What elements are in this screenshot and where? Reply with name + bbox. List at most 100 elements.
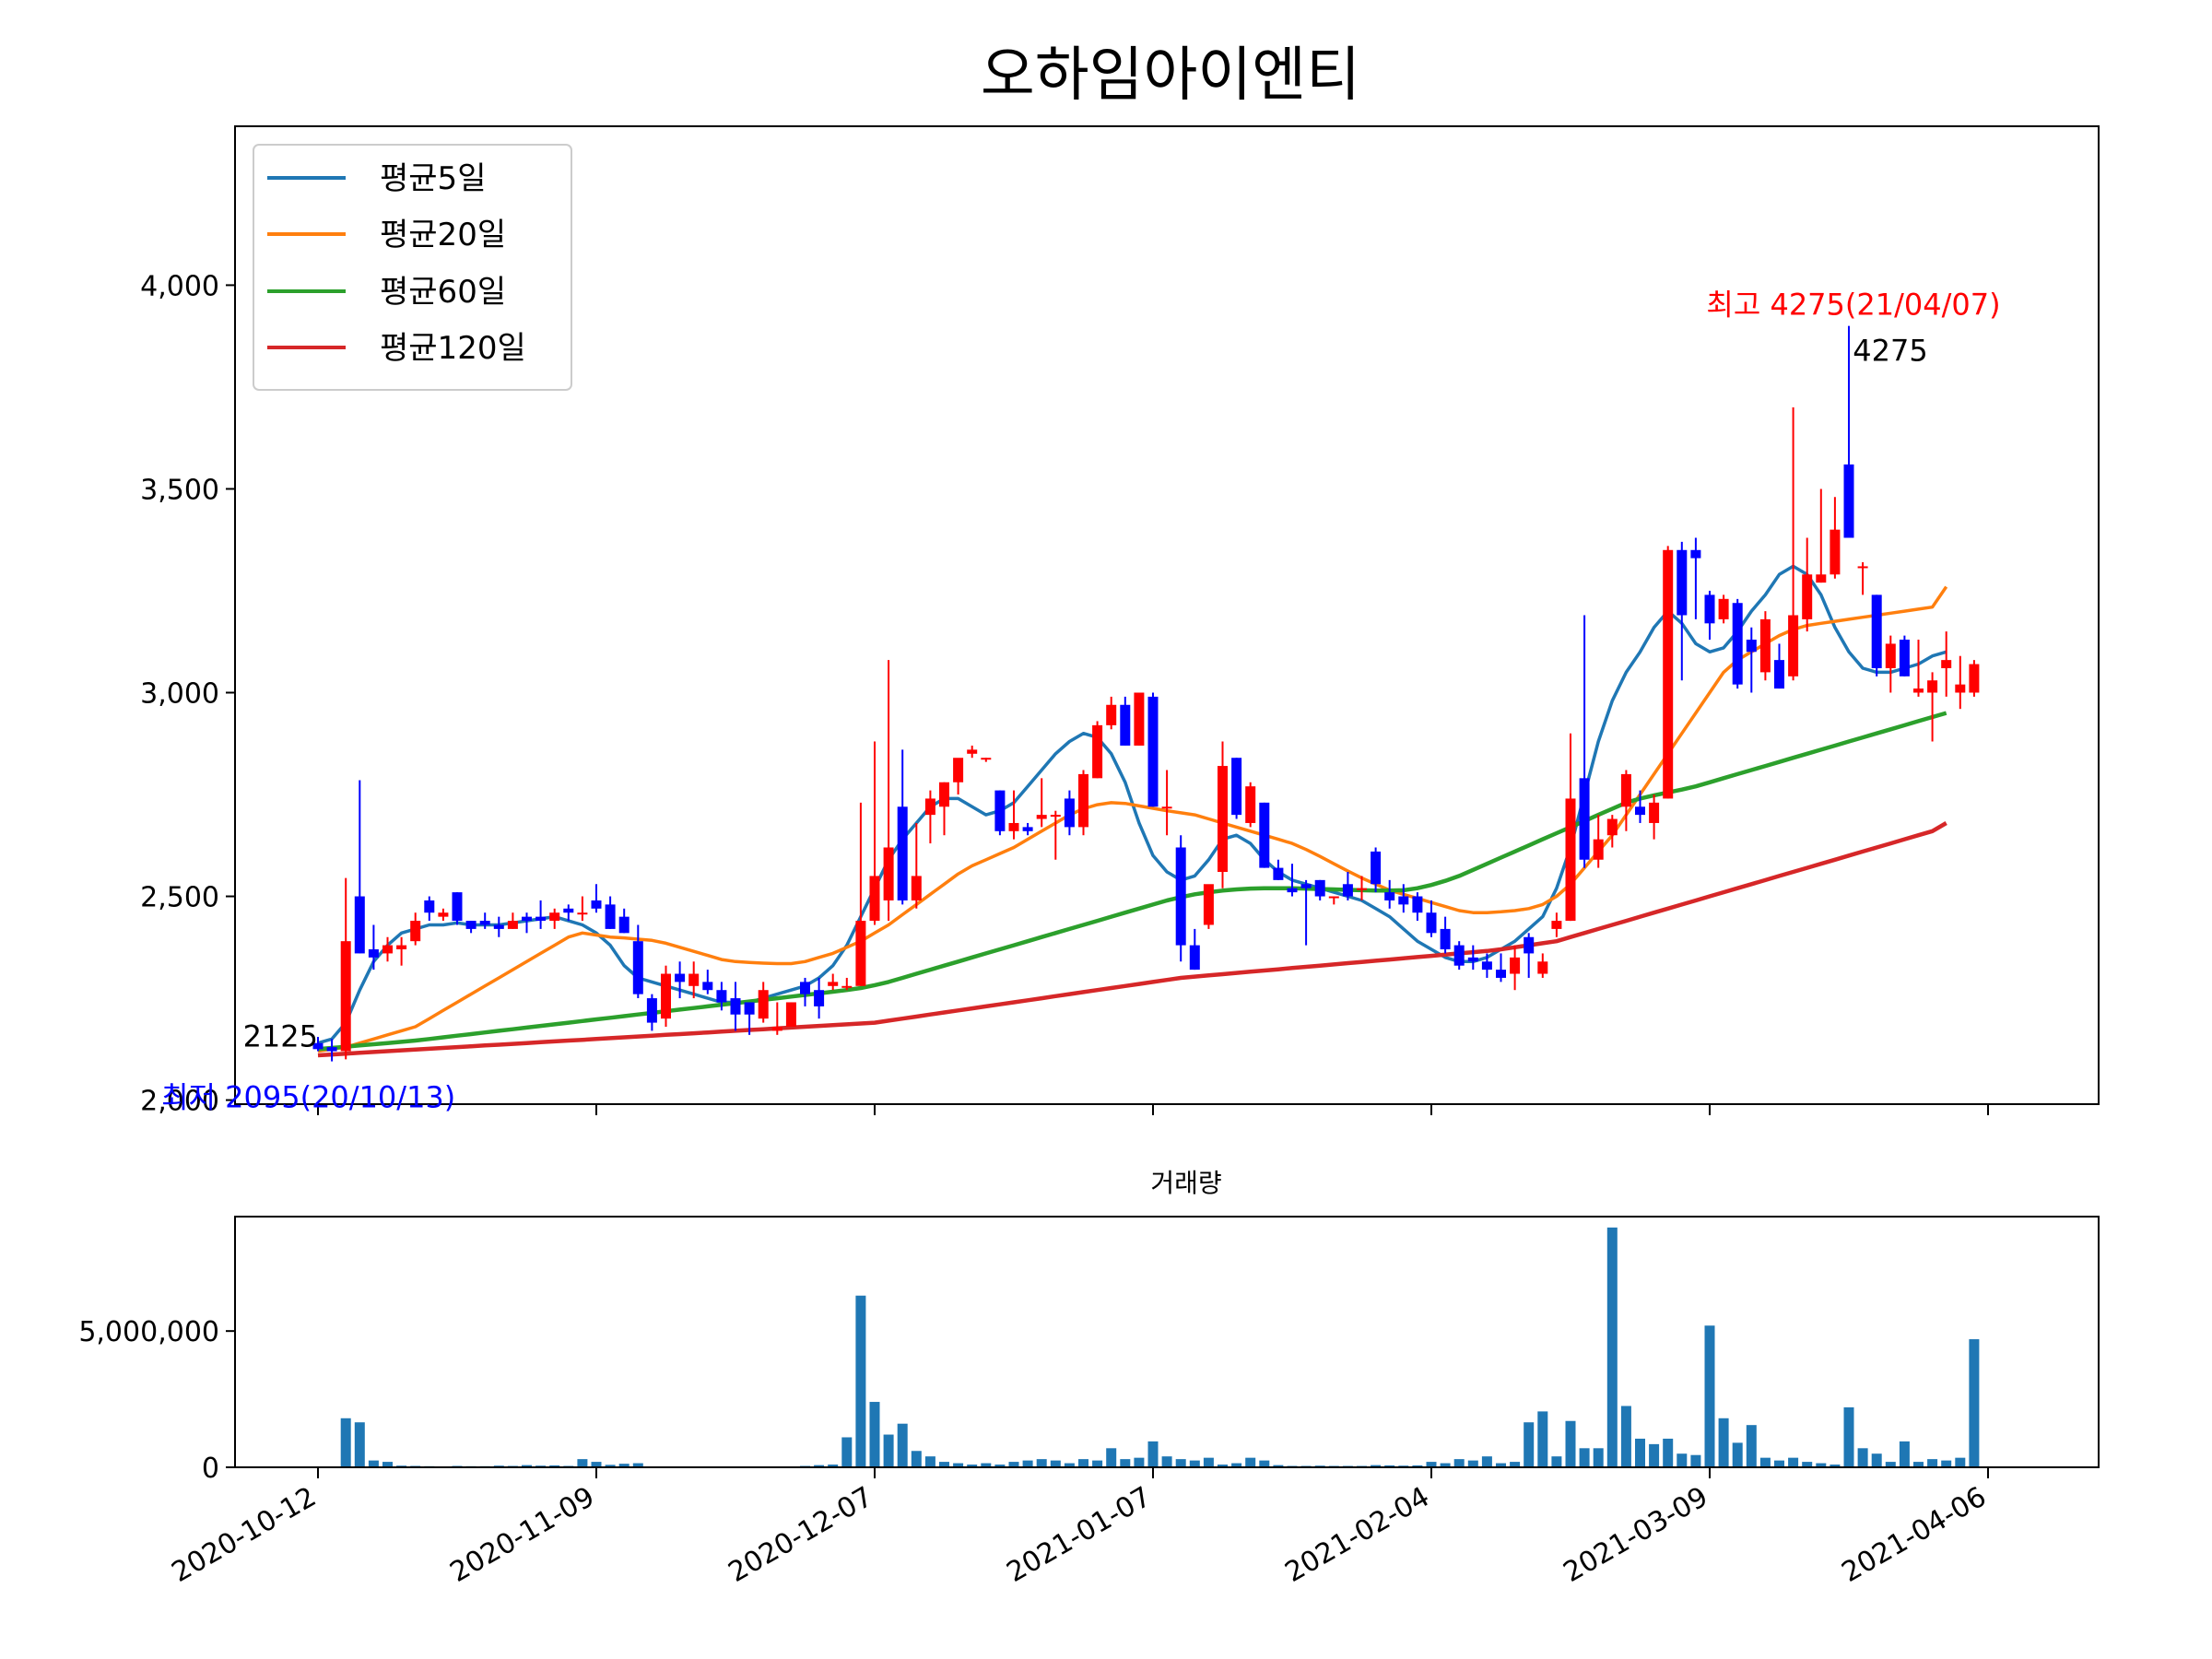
candle-body (1718, 598, 1729, 619)
candle (1245, 782, 1256, 828)
price-x-ticks (317, 1104, 1989, 1115)
candle (507, 912, 518, 929)
candle-body (1106, 704, 1117, 725)
volume-bar (1955, 1457, 1966, 1467)
candle-body (1885, 643, 1896, 668)
volume-bar (1259, 1460, 1270, 1467)
price-y-tick-label: 3,500 (140, 474, 219, 506)
candle (605, 896, 616, 929)
candle (1092, 721, 1103, 779)
candle-body (368, 949, 379, 958)
volume-bar (1871, 1453, 1882, 1467)
candle (1830, 497, 1841, 579)
candle (1663, 546, 1674, 799)
volume-bar (1008, 1462, 1019, 1467)
candle (1677, 541, 1688, 681)
candlesticks (312, 325, 1980, 1062)
candle-body (1969, 664, 1980, 693)
candle (382, 936, 393, 962)
volume-y-tick-label: 0 (202, 1453, 219, 1485)
candle (953, 758, 964, 795)
price-y-tick-label: 2,500 (140, 882, 219, 914)
candle-body (1120, 704, 1131, 746)
price-panel: 2,000 2,500 3,000 3,500 4,000 최고 4275(21/04/… (140, 125, 2100, 1118)
candle (1008, 790, 1019, 840)
candle-body (591, 900, 602, 909)
candle (410, 912, 421, 946)
volume-bar (1969, 1339, 1980, 1467)
candle (1050, 810, 1061, 860)
candle-body (465, 921, 477, 929)
candle (1175, 835, 1186, 962)
candle (1690, 537, 1701, 619)
volume-bar (1218, 1465, 1228, 1467)
candle-body (1064, 798, 1075, 828)
candle-body (1649, 802, 1660, 823)
volume-bar (1245, 1457, 1256, 1467)
legend-label-ma120: 평균120일 (380, 330, 526, 367)
candle (1481, 953, 1492, 978)
candle (1357, 876, 1367, 900)
candle-body (396, 945, 407, 950)
candle-body (883, 847, 894, 900)
candle-body (1314, 879, 1325, 897)
candle (1078, 770, 1088, 836)
volume-bar (1690, 1454, 1701, 1467)
volume-bar (1022, 1460, 1033, 1467)
candle (368, 924, 379, 971)
candle (1565, 733, 1576, 922)
candle-body (1843, 464, 1854, 538)
candle (1871, 594, 1882, 677)
candle-body (675, 973, 686, 982)
candle-body (1510, 957, 1521, 974)
line-ma60 (317, 711, 1947, 1052)
candle-body (1134, 692, 1145, 746)
volume-bar (855, 1295, 866, 1467)
candle-body (1440, 928, 1451, 950)
candle (785, 1002, 796, 1028)
volume-bar (1384, 1465, 1395, 1467)
candle-body (1175, 847, 1186, 946)
candle-body (1147, 696, 1159, 807)
volume-bar (994, 1465, 1006, 1467)
candle (675, 961, 686, 999)
volume-bar (632, 1463, 643, 1467)
candle-body (1273, 867, 1284, 880)
volume-bar (1050, 1460, 1061, 1467)
volume-bar (1606, 1227, 1618, 1467)
volume-bar (1467, 1460, 1478, 1467)
line-ma5 (317, 564, 1947, 1045)
candle-body (1453, 945, 1465, 966)
candle (688, 961, 700, 999)
volume-bar (1885, 1462, 1896, 1467)
volume-bar (1816, 1463, 1827, 1467)
volume-bar (1203, 1457, 1214, 1467)
volume-bar (1899, 1441, 1910, 1467)
candle-body (1579, 778, 1590, 860)
candle-body (1496, 970, 1506, 978)
volume-bar (1913, 1462, 1924, 1467)
candle (563, 904, 574, 922)
candle (465, 921, 477, 934)
candle-body (1677, 549, 1688, 616)
candle (744, 1002, 755, 1035)
candle (522, 912, 532, 934)
candle (1120, 696, 1131, 746)
volume-bar (522, 1465, 532, 1467)
candle-body (354, 896, 365, 954)
candle-body (618, 916, 629, 934)
candle-body (1732, 603, 1743, 685)
candle-body (1746, 640, 1757, 653)
candle (1426, 900, 1437, 937)
volume-bar (1064, 1463, 1075, 1467)
volume-bar (924, 1456, 935, 1467)
candle-body (563, 908, 574, 913)
volume-bar (1426, 1462, 1437, 1467)
candle-body (522, 916, 532, 922)
candle-body (1259, 802, 1270, 868)
volume-bar (1620, 1406, 1631, 1467)
candle (1440, 916, 1451, 954)
candle-body (716, 990, 727, 1003)
high-annotation: 최고 4275(21/04/07) (1706, 288, 2000, 323)
volume-bar (1161, 1456, 1172, 1467)
